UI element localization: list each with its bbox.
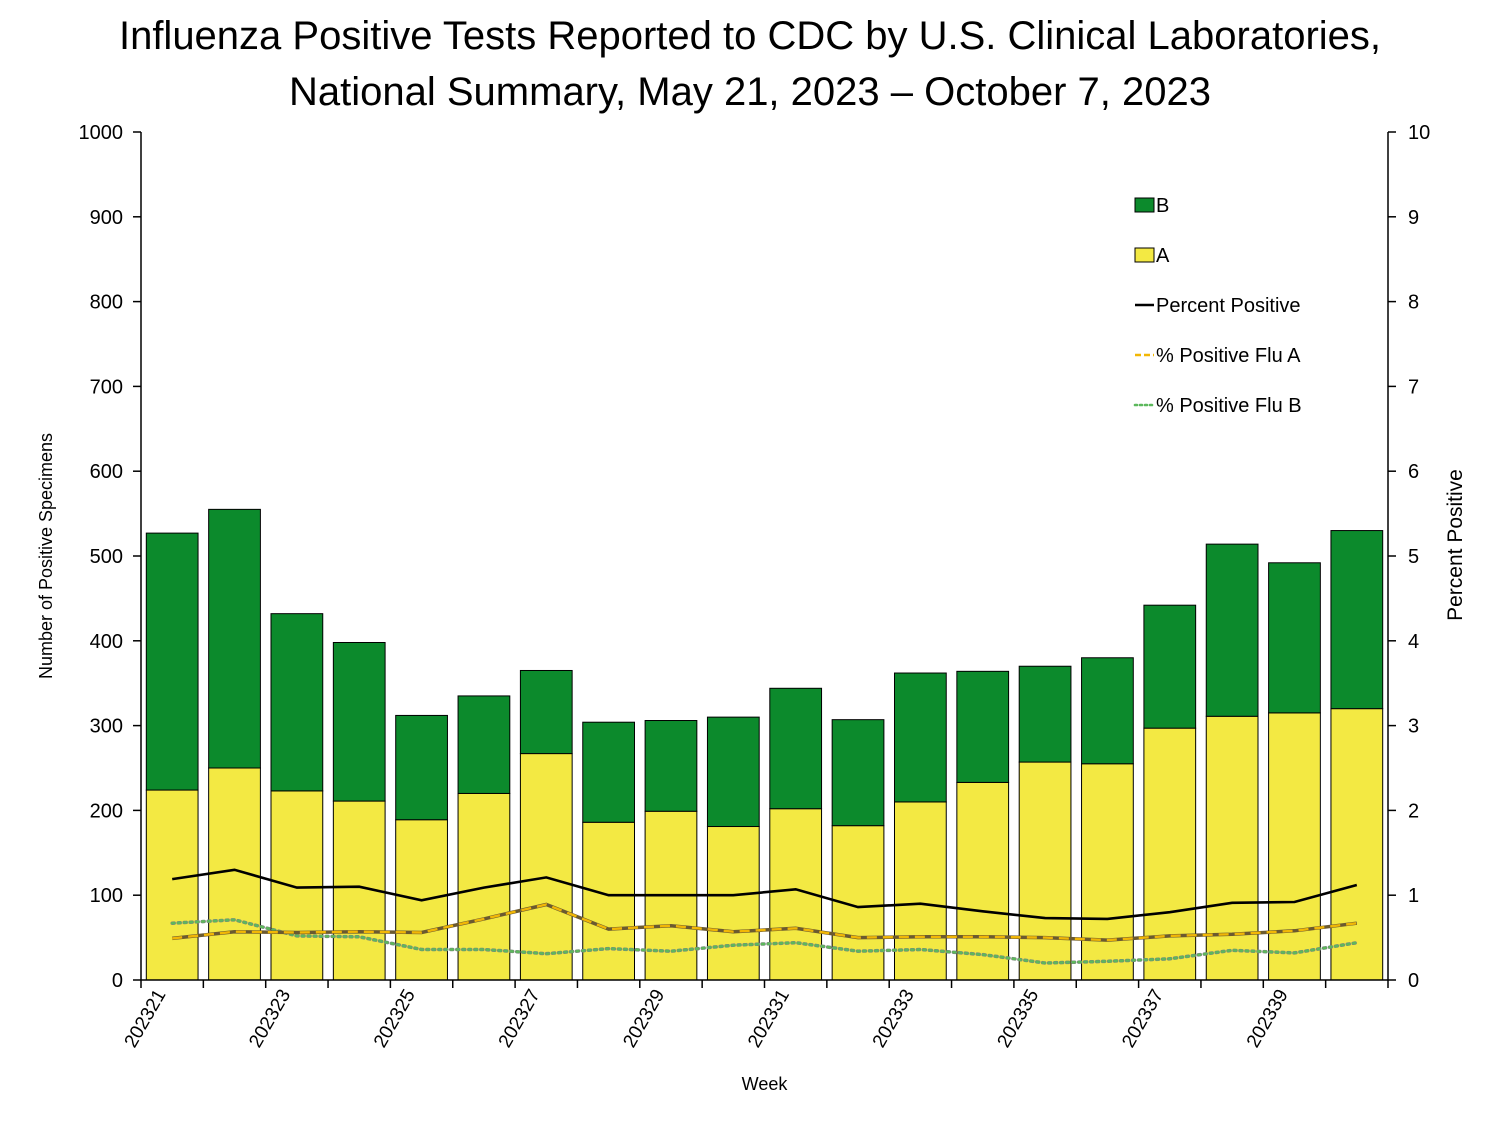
left-y-tick-label: 0 — [112, 970, 123, 992]
legend-label: % Positive Flu A — [1156, 345, 1301, 367]
bar-a-202333 — [893, 801, 947, 981]
x-tick-label: 202337 — [1118, 986, 1168, 1051]
x-tick-label: 202331 — [744, 986, 794, 1051]
legend-label: % Positive Flu B — [1156, 395, 1302, 417]
bar-a-202340 — [1330, 708, 1384, 981]
right-y-tick-label: 8 — [1408, 292, 1419, 314]
bar-b-202331 — [769, 687, 823, 810]
bar-b-202329 — [644, 720, 698, 812]
legend-swatch — [1134, 247, 1155, 263]
bar-a-202328 — [582, 821, 636, 981]
left-y-tick-label: 500 — [90, 546, 123, 568]
bar-b-202333 — [893, 672, 947, 803]
right-y-tick-label: 6 — [1408, 461, 1419, 483]
left-y-axis-label: Number of Positive Specimens — [36, 433, 56, 679]
right-y-tick-label: 10 — [1408, 122, 1430, 144]
left-y-tick-label: 800 — [90, 292, 123, 314]
bar-b-202321 — [145, 532, 199, 791]
bar-b-202323 — [270, 613, 324, 792]
line-positive-flu-b — [170, 918, 1359, 965]
x-tick-label: 202325 — [370, 986, 420, 1051]
left-y-tick-label: 200 — [90, 800, 123, 822]
left-y-tick-label: 600 — [90, 461, 123, 483]
x-tick-label: 202327 — [495, 986, 545, 1051]
bar-b-202336 — [1081, 657, 1134, 765]
bar-b-202325 — [395, 714, 448, 821]
left-y-tick-label: 1000 — [79, 122, 124, 144]
right-y-tick-label: 9 — [1408, 207, 1419, 229]
bar-a-202337 — [1143, 727, 1197, 981]
bar-a-202338 — [1205, 715, 1259, 981]
right-y-tick-label: 5 — [1408, 546, 1419, 568]
bar-b-202324 — [332, 641, 386, 802]
right-y-axis-label: Percent Positive — [1444, 469, 1467, 621]
bar-b-202327 — [519, 669, 573, 755]
line-positive-flu-a — [172, 903, 1357, 942]
bar-a-202327 — [519, 753, 573, 981]
left-y-tick-label: 700 — [90, 376, 123, 398]
legend-label: A — [1156, 245, 1170, 267]
axes-layer — [140, 132, 1389, 981]
x-tick-label: 202339 — [1243, 986, 1293, 1051]
bar-a-202330 — [706, 826, 760, 981]
left-y-tick-label: 900 — [90, 207, 123, 229]
right-y-tick-label: 1 — [1408, 885, 1419, 907]
bar-a-202321 — [145, 789, 199, 981]
bar-a-202336 — [1081, 763, 1134, 981]
bar-a-202334 — [956, 781, 1010, 981]
x-tick-label: 202333 — [869, 986, 919, 1051]
x-axis-label: Week — [742, 1074, 789, 1094]
bar-a-202323 — [270, 790, 324, 981]
bar-b-202328 — [582, 721, 636, 823]
right-y-tick-label: 2 — [1408, 800, 1419, 822]
right-y-tick-label: 0 — [1408, 970, 1419, 992]
bar-b-202322 — [208, 508, 261, 769]
legend-swatch — [1134, 197, 1155, 213]
x-tick-label: 202335 — [994, 986, 1044, 1051]
legend-label: Percent Positive — [1156, 295, 1301, 317]
right-y-tick-label: 3 — [1408, 716, 1419, 738]
bar-b-202339 — [1268, 562, 1321, 714]
right-y-tick-label: 7 — [1408, 376, 1419, 398]
left-y-tick-label: 400 — [90, 631, 123, 653]
x-tick-label: 202321 — [121, 986, 171, 1051]
bars-layer — [145, 508, 1384, 981]
chart-title-line-2: National Summary, May 21, 2023 – October… — [289, 70, 1211, 114]
right-y-tick-label: 4 — [1408, 631, 1419, 653]
bar-b-202326 — [457, 695, 511, 794]
left-y-tick-label: 100 — [90, 885, 123, 907]
bar-a-202335 — [1018, 761, 1072, 981]
bar-a-202339 — [1268, 712, 1321, 981]
x-tick-label: 202329 — [619, 986, 669, 1051]
bar-b-202338 — [1205, 543, 1259, 717]
bar-b-202330 — [706, 716, 760, 828]
bar-b-202340 — [1330, 530, 1384, 710]
bar-b-202335 — [1018, 665, 1072, 763]
chart-title-line-1: Influenza Positive Tests Reported to CDC… — [118, 14, 1382, 58]
legend-label: B — [1156, 195, 1169, 217]
bar-b-202332 — [831, 719, 885, 827]
line-percent-positive — [172, 868, 1358, 921]
bar-b-202337 — [1143, 604, 1197, 729]
left-y-tick-label: 300 — [90, 716, 123, 738]
bar-b-202334 — [956, 670, 1010, 783]
lines-layer — [170, 868, 1359, 965]
x-tick-label: 202323 — [245, 986, 295, 1051]
legend: B A Percent Positive % Positive Flu A % Posi… — [1133, 195, 1302, 417]
